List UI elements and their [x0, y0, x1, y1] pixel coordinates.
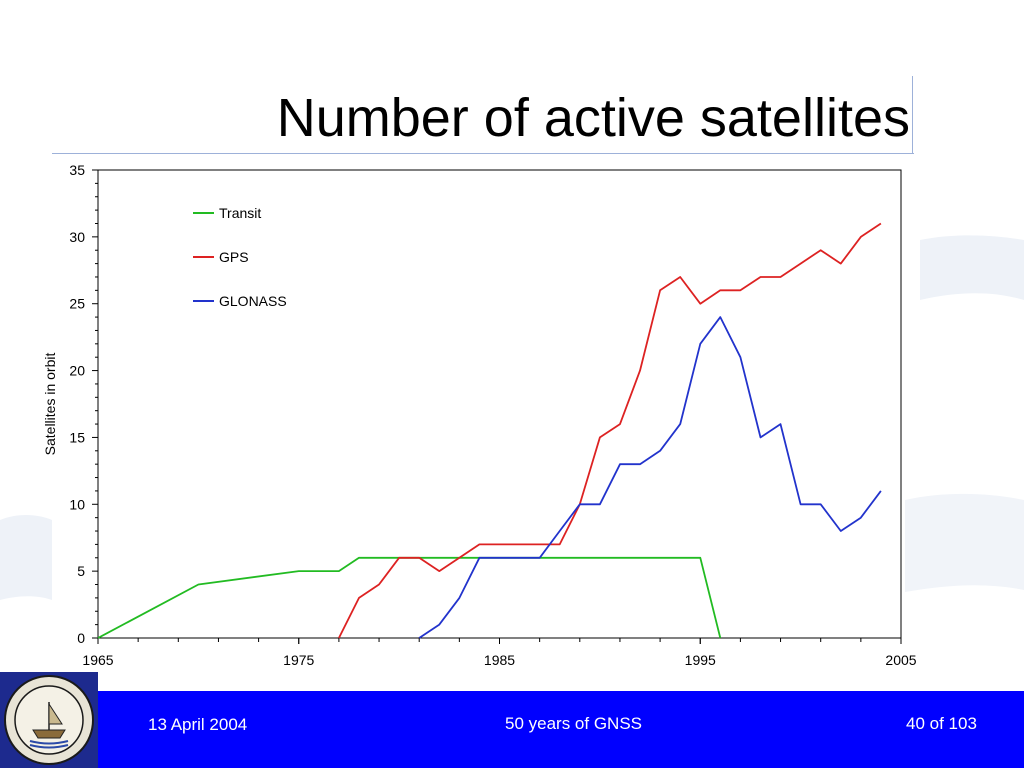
footer-bar: 13 April 2004 50 years of GNSS 40 of 103 — [0, 691, 1024, 768]
institute-logo-icon — [0, 672, 98, 768]
series-line-glonass — [418, 316, 882, 639]
y-tick-label: 0 — [77, 630, 85, 646]
series-line-gps — [338, 222, 882, 639]
y-tick-label: 25 — [69, 296, 85, 312]
y-tick-label: 15 — [69, 429, 85, 445]
title-divider — [52, 153, 914, 154]
series-layer — [97, 222, 882, 639]
legend-label-transit: Transit — [219, 205, 261, 221]
legend: Transit GPS GLONASS — [193, 205, 287, 309]
y-tick-label: 5 — [77, 563, 85, 579]
x-tick-label: 2005 — [885, 652, 916, 668]
series-line-transit — [97, 556, 722, 639]
y-tick-label: 35 — [69, 162, 85, 178]
footer-page-number: 40 of 103 — [906, 714, 977, 733]
x-tick-label: 1985 — [484, 652, 515, 668]
footer-date: 13 April 2004 — [148, 715, 248, 734]
y-tick-label: 20 — [69, 363, 85, 379]
y-tick-label: 10 — [69, 496, 85, 512]
axes: 1965 1975 1985 1995 2005 0 5 10 15 20 25 30 35 — [69, 162, 916, 668]
footer-title: 50 years of GNSS — [505, 714, 643, 733]
y-tick-label: 30 — [69, 229, 85, 245]
slide-title: Number of active satellites — [276, 88, 910, 148]
x-tick-label: 1995 — [685, 652, 716, 668]
plot-area — [97, 169, 902, 639]
legend-label-gps: GPS — [219, 249, 249, 265]
x-tick-label: 1965 — [82, 652, 113, 668]
title-vertical-divider — [912, 76, 913, 154]
satellites-line-chart: 1965 1975 1985 1995 2005 0 5 10 15 20 25 30 35 Trans… — [42, 162, 917, 668]
legend-label-glonass: GLONASS — [219, 293, 287, 309]
x-tick-label: 1975 — [283, 652, 314, 668]
y-axis-label: Satellites in orbit — [42, 353, 58, 456]
